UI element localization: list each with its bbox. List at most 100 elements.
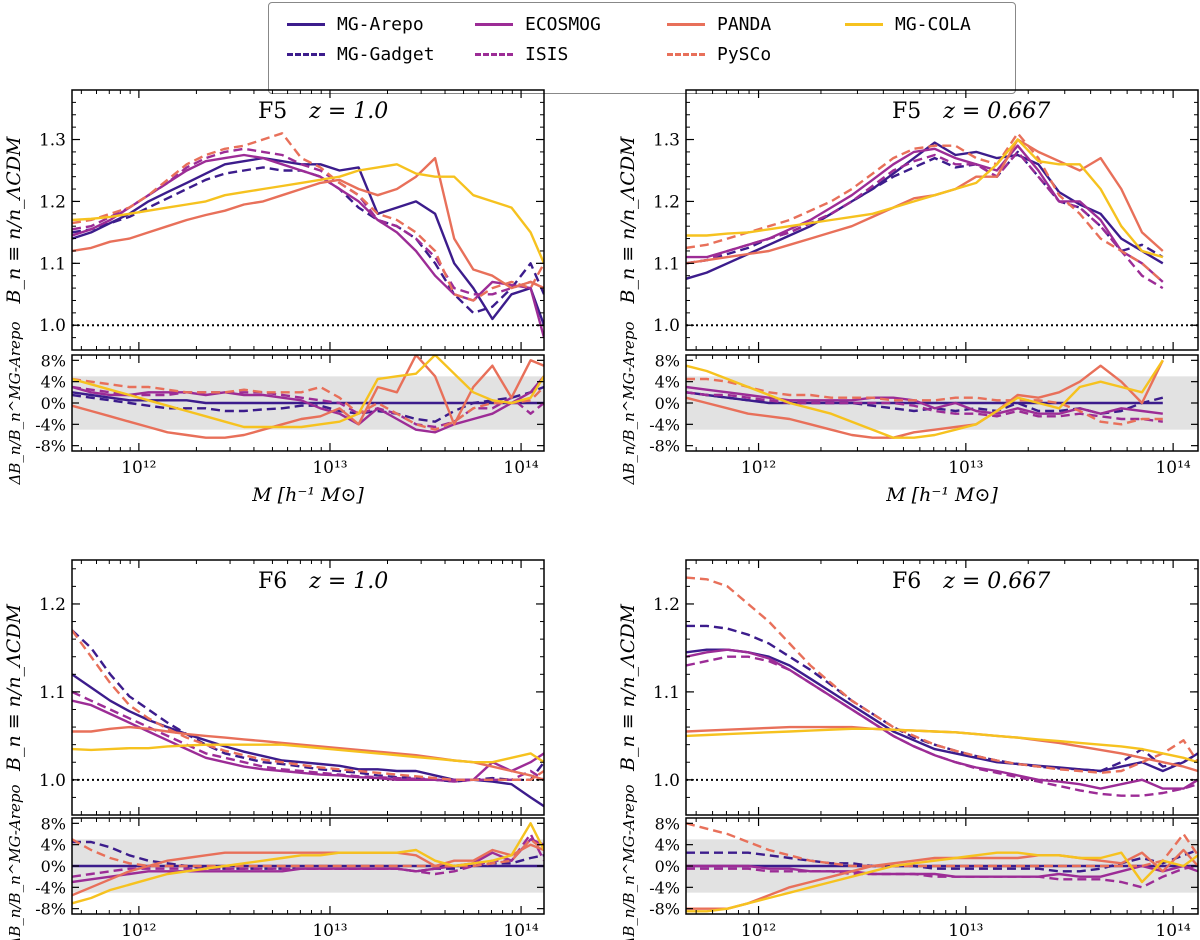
y-tick-label: -8% [649,437,680,456]
ratio-line-mg-cola [72,743,544,764]
delta-line-pysco [72,838,544,868]
ratio-line-isis [72,147,544,296]
legend-swatch [287,22,325,26]
y-tick-label: 8% [655,814,680,833]
ratio-series-group [72,132,544,338]
x-tick-label: 10¹³ [948,458,983,478]
y-tick-label: -8% [35,437,66,456]
y-axis-label-top: B_n ≡ n/n_ΛCDM [3,603,25,772]
ratio-line-pysco [686,132,1164,283]
delta-line-isis [686,864,1198,889]
delta-line-panda [72,355,544,439]
y-tick-label: 1.2 [39,595,66,615]
y-tick-label: 1.0 [39,316,66,336]
y-tick-label: 1.1 [653,254,680,274]
panel-title-z: z = 0.667 [942,569,1050,594]
panel-title-model: F6 [892,569,921,594]
legend-swatch [667,52,705,56]
y-axis-label-bottom: ΔB_n/B_n^MG-Arepo [620,321,638,485]
x-tick-label: 10¹² [121,458,156,478]
y-tick-label: 0% [41,857,66,876]
ratio-line-mg-gadget [72,629,544,783]
y-tick-label: 1.0 [653,316,680,336]
panel-top-left: 10¹² 10¹³ 10¹⁴ 1.0 1.1 1.2 1.3 8% 4% 0% -4% -8% F5 z … [3,89,545,506]
ratio-series-group [686,576,1198,797]
panel-bottom-left: 10¹² 10¹³ 10¹⁴ 1.0 1.1 1.2 8% 4% 0% -4% -8% F6 z = 1… [3,559,545,940]
delta-line-pysco [686,822,1198,868]
delta-line-mg-cola [686,359,1164,439]
y-tick-label: 1.2 [653,192,680,212]
legend-label: ISIS [525,43,569,65]
delta-line-isis [72,832,544,878]
y-tick-label: 0% [655,857,680,876]
y-tick-label: -4% [35,415,66,434]
legend-label: ECOSMOG [525,13,601,35]
delta-line-pysco [686,377,1163,426]
delta-line-panda [686,359,1164,439]
delta-line-isis [686,391,1163,423]
panel-title: F5 z = 1.0 [258,99,388,124]
legend-entry-mg-cola: MG-COLA [845,9,971,39]
ratio-line-mg-arepo [686,648,1198,773]
ratio-line-panda [72,725,544,781]
y-tick-label: -8% [35,900,66,919]
ratio-series-group [686,132,1164,290]
panel-title-z: z = 1.0 [308,569,388,594]
panel-title: F5 z = 0.667 [892,99,1050,124]
panel-bottom-right: 10¹² 10¹³ 10¹⁴ 1.0 1.1 1.2 8% 4% 0% -4% -8% F6 z = 0… [617,559,1199,940]
x-tick-label: 10¹² [121,921,156,940]
top-axes-frame [685,89,1199,351]
legend-label: PANDA [717,13,772,35]
y-axis-label-top: B_n ≡ n/n_ΛCDM [3,136,25,305]
ratio-line-mg-gadget [686,624,1198,773]
legend-label: PySCo [717,43,772,65]
delta-series-group [72,355,544,439]
y-axis-label-bottom: ΔB_n/B_n^MG-Arepo [6,784,24,940]
legend-label: MG-COLA [895,13,971,35]
legend-label: MG-Arepo [337,13,424,35]
x-tick-label: 10¹³ [948,921,983,940]
ratio-line-mg-cola [686,727,1198,764]
delta-line-ecosmog [686,864,1198,878]
legend-entry-panda: PANDA [667,9,771,39]
legend-entry-pysco: PySCo [667,39,771,69]
delta-line-mg-gadget [72,385,544,423]
x-tick-label: 10¹⁴ [1155,458,1190,478]
y-tick-label: 1.3 [653,131,680,151]
delta-line-mg-cola [72,355,544,429]
top-axes-frame [685,559,1199,816]
ratio-line-pysco [686,576,1198,774]
y-tick-label: -8% [649,900,680,919]
legend: MG-Arepo MG-Gadget ECOSMOG ISIS PANDA PySCo MG… [268,2,1016,94]
legend-entry-mg-arepo: MG-Arepo [287,9,424,39]
x-axis-label: M [h⁻¹ M⊙] [885,484,998,506]
y-tick-label: 4% [41,373,66,392]
x-axis-label: M [h⁻¹ M⊙] [251,484,364,506]
top-axes-frame [71,89,545,351]
ratio-line-pysco [72,132,544,302]
legend-swatch [475,22,513,26]
y-tick-label: -4% [649,878,680,897]
panel-title-model: F6 [258,569,287,594]
y-tick-label: 4% [655,373,680,392]
y-tick-label: 1.1 [39,683,66,703]
y-tick-label: -4% [35,878,66,897]
ratio-line-mg-gadget [72,166,544,315]
y-tick-label: 1.0 [653,771,680,791]
y-tick-label: 4% [655,836,680,855]
delta-line-mg-cola [72,822,544,905]
legend-label: MG-Gadget [337,43,435,65]
panel-title-z: z = 1.0 [308,99,388,124]
legend-swatch [287,52,325,56]
delta-line-mg-cola [686,851,1198,913]
x-tick-label: 10¹³ [312,458,347,478]
panel-title: F6 z = 0.667 [892,569,1050,594]
y-tick-label: 8% [655,351,680,370]
y-tick-label: 0% [41,394,66,413]
ratio-line-mg-cola [686,138,1164,259]
panel-top-right: 10¹² 10¹³ 10¹⁴ 1.0 1.1 1.2 1.3 8% 4% 0% -4% -8% F5 z … [617,89,1199,506]
legend-swatch [667,22,705,26]
delta-line-pysco [72,377,544,431]
legend-swatch [845,22,883,26]
